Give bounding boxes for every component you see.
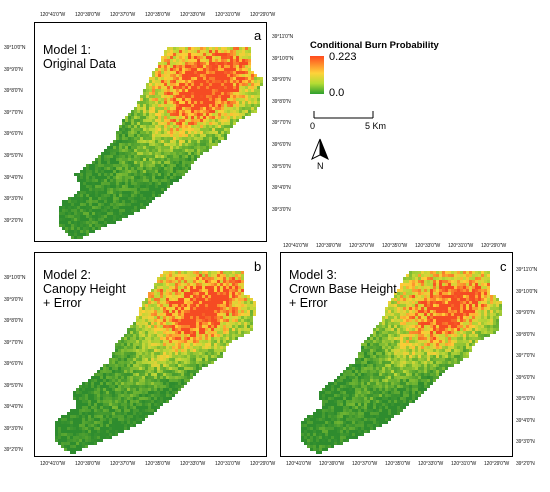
scale-end-label: 5 Km — [365, 121, 387, 131]
panel-title-c: Model 3: Crown Base Height + Error — [289, 268, 397, 310]
lat-label-a-left: 39°7'0"N — [4, 109, 23, 116]
panel-letter-a: a — [254, 28, 262, 43]
lon-label-c-bottom: 120°39'0"W — [319, 461, 345, 467]
lat-label-c-right: 39°7'0"N — [516, 353, 535, 359]
lat-label-a-left: 39°2'0"N — [4, 217, 23, 224]
lon-label-c-top: 120°29'0"W — [481, 243, 507, 249]
lat-label-c-right: 39°10'0"N — [516, 288, 538, 295]
lon-label-c-bottom: 120°41'0"W — [286, 461, 312, 467]
lon-label-c-top: 120°39'0"W — [316, 243, 342, 249]
lat-label-b-left: 39°8'0"N — [4, 318, 23, 324]
lat-label-a-left: 39°3'0"N — [4, 196, 23, 203]
lat-label-c-right: 39°6'0"N — [516, 374, 535, 381]
scale-start-label: 0 — [310, 121, 316, 131]
lat-label-b-left: 39°4'0"N — [4, 404, 23, 410]
north-arrow-icon — [311, 138, 329, 161]
lon-label-a-top: 120°39'0"W — [75, 12, 101, 18]
lat-label-c-right: 39°4'0"N — [516, 417, 535, 424]
lon-label-a-top: 120°33'0"W — [180, 12, 206, 18]
lat-label-c-right: 39°8'0"N — [516, 331, 535, 338]
lat-label-b-left: 39°7'0"N — [4, 339, 23, 346]
lat-label-a-right: 39°5'0"N — [272, 163, 291, 170]
lat-label-b-left: 39°9'0"N — [4, 296, 23, 303]
lat-label-a-right: 39°4'0"N — [272, 185, 291, 192]
lon-label-c-top: 120°33'0"W — [415, 243, 441, 249]
lon-label-c-top: 120°37'0"W — [349, 243, 375, 249]
north-label: N — [317, 161, 324, 171]
lon-label-a-top: 120°37'0"W — [110, 12, 136, 18]
lon-label-b-bottom: 120°37'0"W — [110, 461, 136, 467]
map-panel-c: Model 3: Crown Base Height + Error c — [280, 252, 513, 457]
lon-label-b-bottom: 120°33'0"W — [180, 461, 206, 467]
lat-label-a-left: 39°5'0"N — [4, 153, 23, 159]
lon-label-a-top: 120°31'0"W — [215, 12, 241, 18]
map-panel-a: Model 1: Original Data a — [34, 22, 267, 242]
legend-max-label: 0.223 — [329, 51, 357, 63]
lon-label-b-bottom: 120°41'0"W — [40, 461, 66, 467]
lat-label-c-right: 39°2'0"N — [516, 460, 535, 467]
burn-probability-map-c — [301, 271, 502, 454]
lat-label-b-left: 39°5'0"N — [4, 382, 23, 389]
lat-label-b-left: 39°2'0"N — [4, 447, 23, 453]
lat-label-a-right: 39°6'0"N — [272, 142, 291, 148]
lat-label-a-right: 39°8'0"N — [272, 98, 291, 105]
lon-label-b-bottom: 120°31'0"W — [215, 461, 241, 467]
lon-label-c-bottom: 120°29'0"W — [484, 461, 510, 467]
lon-label-c-bottom: 120°33'0"W — [418, 461, 444, 467]
lon-label-c-bottom: 120°31'0"W — [451, 461, 477, 467]
lon-label-c-bottom: 120°37'0"W — [352, 461, 378, 467]
lon-label-c-top: 120°35'0"W — [382, 243, 408, 249]
lat-label-c-right: 39°3'0"N — [516, 439, 535, 445]
lat-label-a-right: 39°11'0"N — [272, 34, 293, 40]
lat-label-a-left: 39°6'0"N — [4, 131, 23, 138]
panel-letter-b: b — [254, 259, 262, 274]
lat-label-c-right: 39°11'0"N — [516, 267, 537, 273]
lat-label-b-left: 39°10'0"N — [4, 275, 26, 281]
lat-label-b-left: 39°6'0"N — [4, 361, 23, 367]
legend-title: Conditional Burn Probability — [310, 40, 439, 51]
lon-label-a-top: 120°29'0"W — [250, 12, 276, 18]
legend-color-ramp — [310, 56, 324, 94]
scale-bar — [313, 111, 374, 119]
lat-label-b-left: 39°3'0"N — [4, 425, 23, 432]
legend-min-label: 0.0 — [329, 87, 345, 99]
lon-label-c-bottom: 120°35'0"W — [385, 461, 411, 467]
lat-label-c-right: 39°9'0"N — [516, 310, 535, 316]
lat-label-a-right: 39°10'0"N — [272, 55, 294, 62]
lon-label-b-bottom: 120°35'0"W — [145, 461, 171, 467]
lat-label-a-left: 39°9'0"N — [4, 66, 23, 73]
burn-probability-map-b — [55, 271, 256, 454]
lat-label-a-right: 39°7'0"N — [272, 120, 291, 127]
lon-label-a-top: 120°35'0"W — [145, 12, 171, 18]
panel-title-b: Model 2: Canopy Height + Error — [43, 268, 126, 310]
lon-label-c-top: 120°31'0"W — [448, 243, 474, 249]
burn-probability-map-a — [59, 47, 263, 239]
lon-label-b-bottom: 120°29'0"W — [250, 461, 276, 467]
lat-label-a-right: 39°9'0"N — [272, 77, 291, 84]
lat-label-a-right: 39°3'0"N — [272, 206, 291, 213]
lon-label-b-bottom: 120°39'0"W — [75, 461, 101, 467]
lon-label-c-top: 120°41'0"W — [283, 243, 309, 249]
panel-title-a: Model 1: Original Data — [43, 43, 116, 71]
lon-label-a-top: 120°41'0"W — [40, 12, 66, 18]
lat-label-a-left: 39°10'0"N — [4, 45, 26, 51]
lat-label-a-left: 39°4'0"N — [4, 174, 23, 181]
lat-label-c-right: 39°5'0"N — [516, 396, 535, 402]
map-panel-b: Model 2: Canopy Height + Error b — [34, 252, 267, 457]
lat-label-a-left: 39°8'0"N — [4, 88, 23, 95]
panel-letter-c: c — [500, 259, 507, 274]
